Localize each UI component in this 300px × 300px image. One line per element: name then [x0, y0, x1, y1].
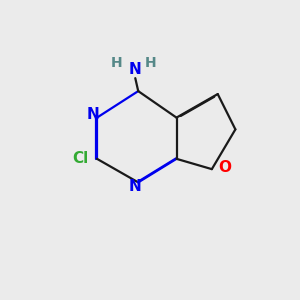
Text: Cl: Cl	[73, 151, 89, 166]
Text: H: H	[145, 56, 156, 70]
Text: O: O	[219, 160, 232, 175]
Text: N: N	[86, 106, 99, 122]
Text: N: N	[129, 62, 142, 77]
Text: H: H	[111, 56, 123, 70]
Text: N: N	[129, 179, 142, 194]
